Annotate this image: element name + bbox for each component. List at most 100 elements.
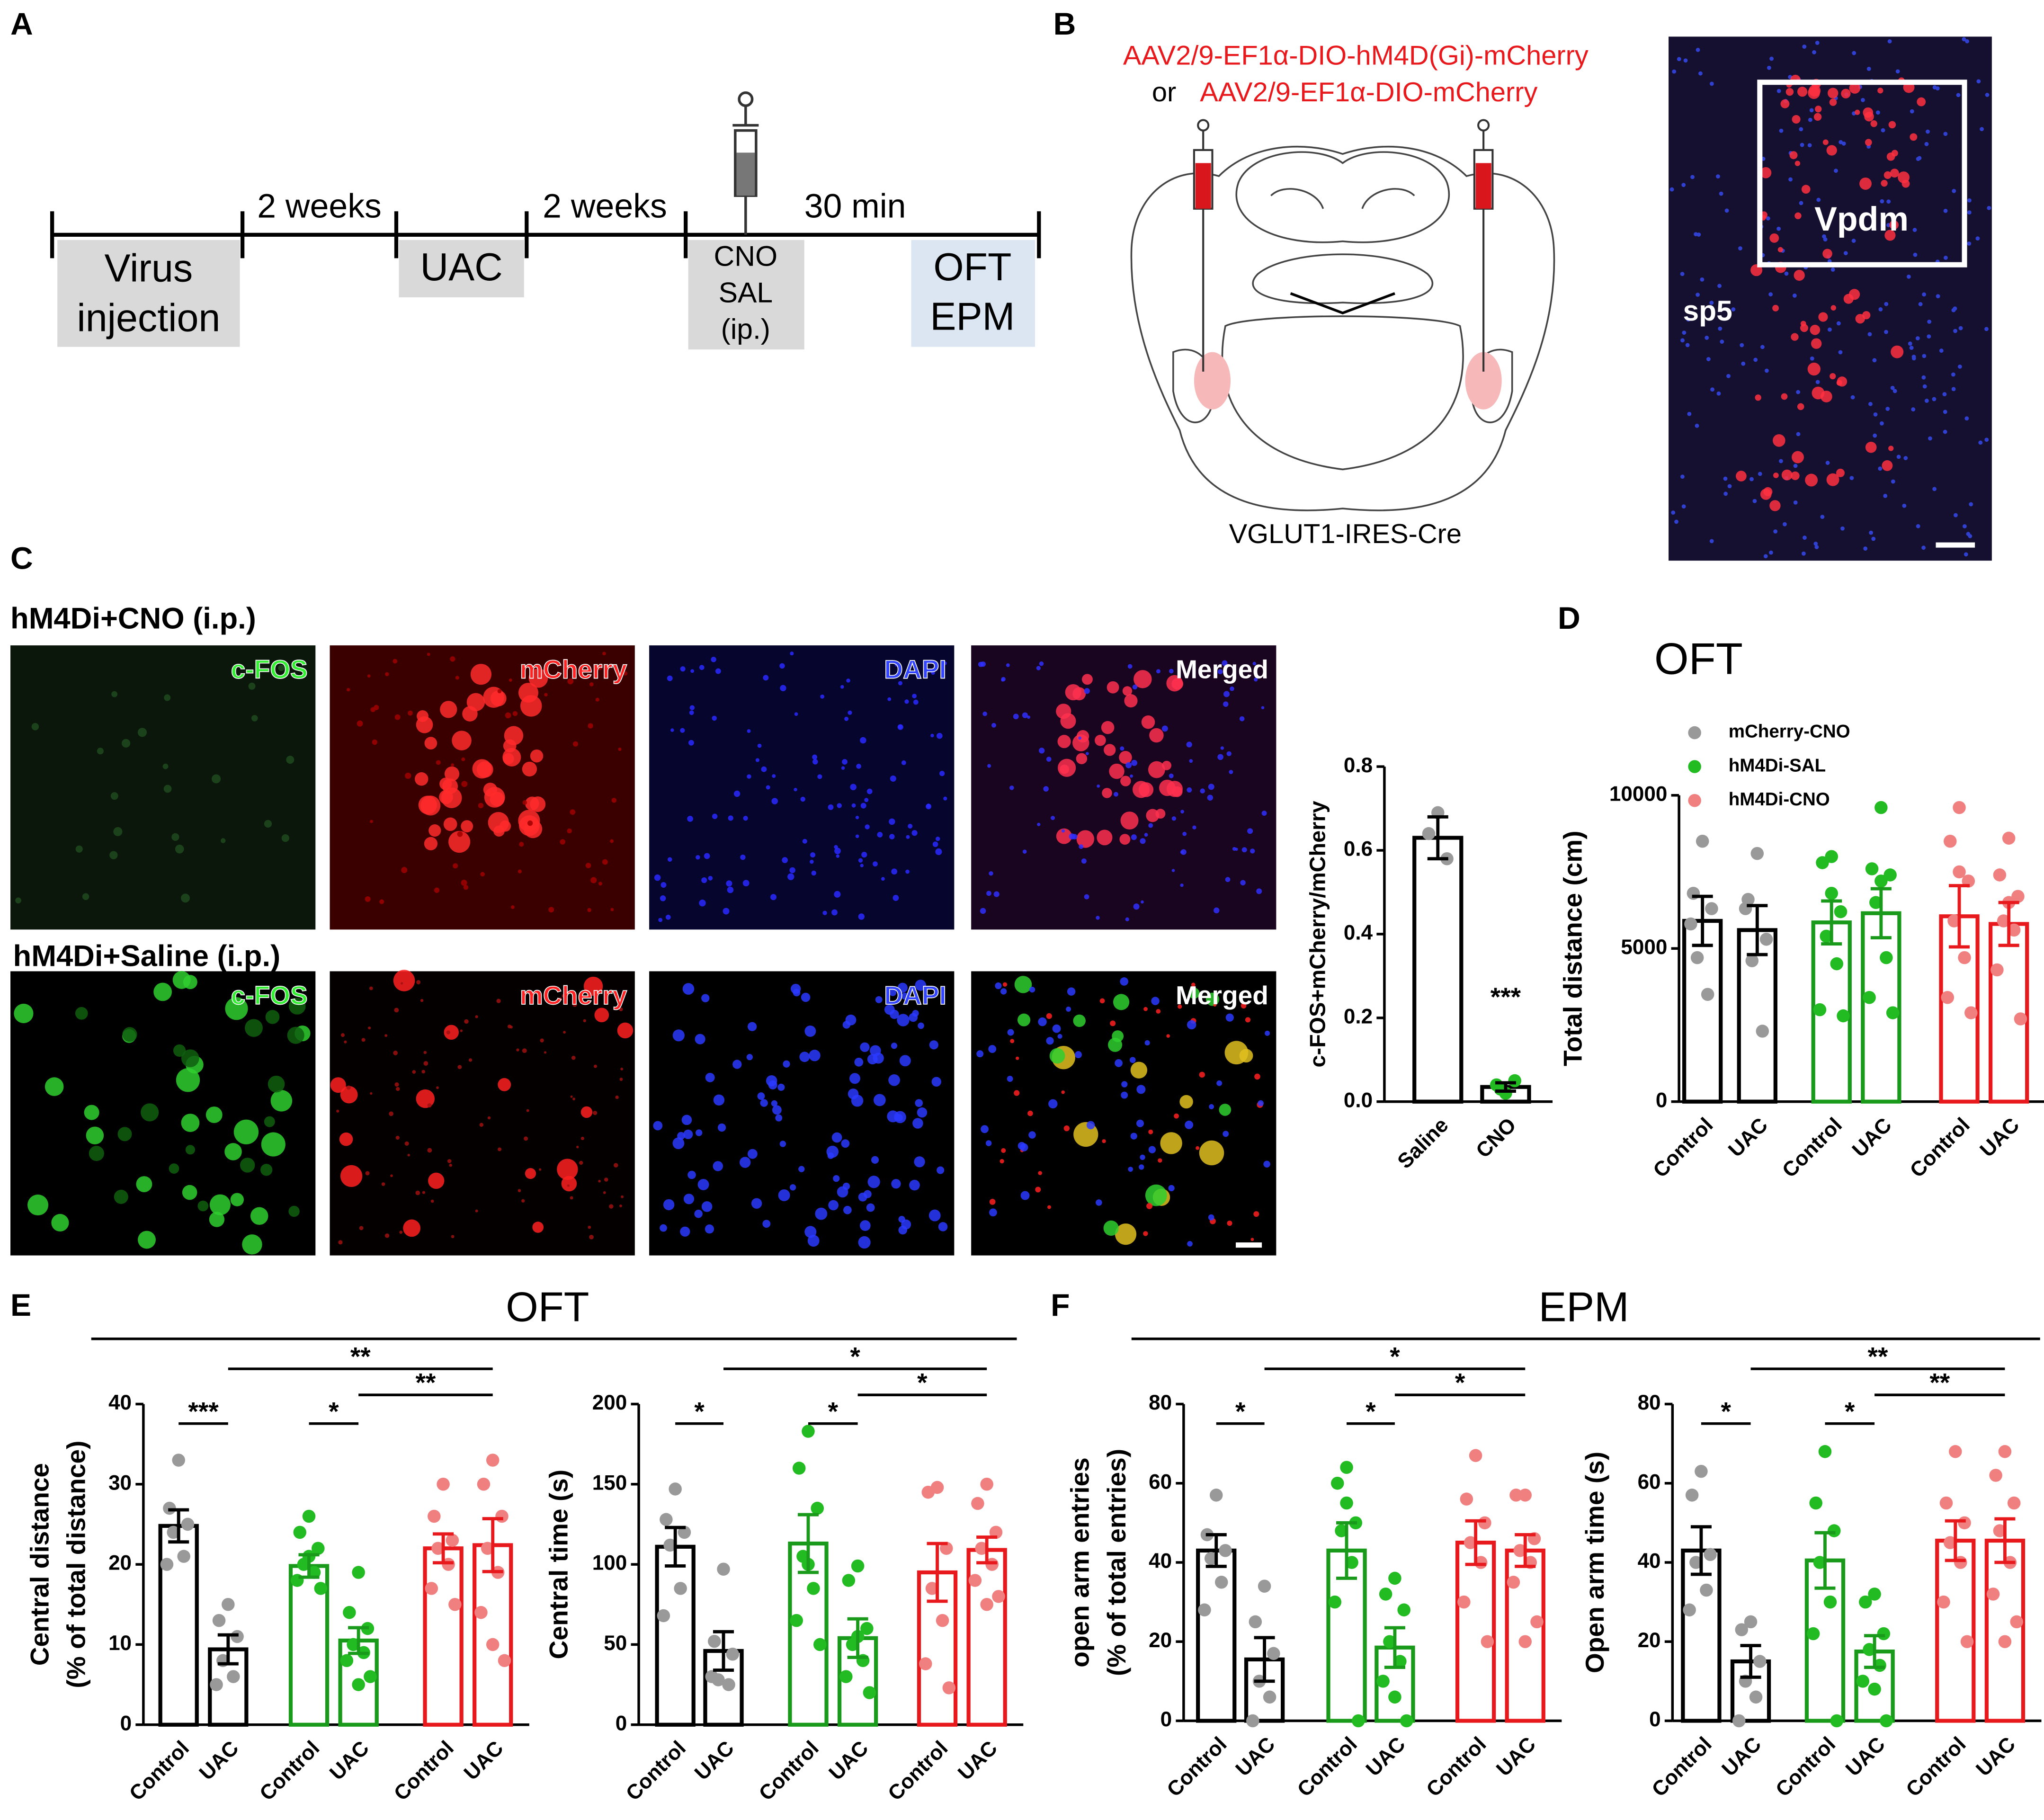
cell xyxy=(1185,1120,1194,1129)
data-point xyxy=(1481,1635,1494,1648)
cell xyxy=(1922,292,1927,297)
cell xyxy=(704,853,710,859)
cell xyxy=(915,1099,923,1107)
data-point xyxy=(1340,1461,1353,1474)
cell xyxy=(1928,436,1932,441)
cell xyxy=(654,874,661,881)
cell xyxy=(365,896,371,902)
y-tick-label: 5000 xyxy=(1621,936,1667,959)
cell xyxy=(1081,858,1087,864)
cell xyxy=(563,1031,566,1034)
cell xyxy=(1103,1220,1119,1236)
cell xyxy=(399,1231,403,1234)
data-point xyxy=(792,1462,806,1475)
cell xyxy=(1921,375,1926,380)
data-point xyxy=(1204,1552,1218,1565)
cell xyxy=(176,1068,200,1092)
cell xyxy=(663,1199,675,1211)
cell xyxy=(836,854,840,858)
cell xyxy=(905,869,910,874)
cell xyxy=(340,1165,363,1187)
mouse-label: VGLUT1-IRES-Cre xyxy=(1229,519,1462,549)
cell xyxy=(428,1172,445,1189)
cell xyxy=(1794,269,1805,281)
cell xyxy=(270,1090,293,1112)
cell xyxy=(1964,416,1969,421)
cell xyxy=(1690,175,1695,179)
cell xyxy=(1085,752,1089,756)
data-point xyxy=(428,1509,441,1523)
cell xyxy=(1792,451,1804,464)
cell xyxy=(1066,1007,1071,1012)
cell xyxy=(593,1064,597,1068)
cell xyxy=(1208,1214,1214,1221)
cell xyxy=(1822,249,1832,259)
y-tick-label: 0 xyxy=(1656,1088,1668,1112)
cell xyxy=(810,859,814,864)
cell xyxy=(122,1027,137,1042)
cell xyxy=(1047,1205,1051,1209)
cell xyxy=(347,688,350,692)
cell xyxy=(1038,748,1045,754)
cell xyxy=(1096,1199,1102,1206)
cell xyxy=(913,699,919,705)
cell xyxy=(448,830,471,853)
data-point xyxy=(352,1678,365,1691)
data-point xyxy=(1960,1635,1974,1648)
cell xyxy=(1792,293,1797,298)
cell xyxy=(991,723,996,728)
step-label: UAC xyxy=(420,245,502,289)
data-point xyxy=(1464,1536,1477,1549)
cell xyxy=(1187,1241,1193,1247)
cell xyxy=(807,1235,820,1247)
cell xyxy=(858,1236,871,1249)
cell xyxy=(1851,219,1856,223)
y-tick-label: 0.4 xyxy=(1344,921,1373,945)
data-point xyxy=(364,1670,377,1683)
data-point xyxy=(1209,1489,1223,1502)
data-point xyxy=(1825,850,1838,863)
cell xyxy=(1180,810,1184,814)
data-point xyxy=(1744,1615,1758,1629)
cell xyxy=(1219,1104,1232,1116)
cell xyxy=(1049,1048,1065,1064)
cell xyxy=(670,728,674,732)
cell xyxy=(980,661,986,667)
cell xyxy=(1097,830,1113,846)
data-point xyxy=(2007,923,2021,937)
cell xyxy=(609,1204,614,1209)
cell xyxy=(1696,47,1700,52)
cell xyxy=(1000,1159,1004,1164)
cell xyxy=(1965,39,1970,44)
cell xyxy=(567,1184,570,1187)
data-point xyxy=(1993,1524,2007,1537)
cell xyxy=(757,1092,765,1100)
cell xyxy=(690,669,695,673)
cell xyxy=(1229,770,1233,774)
cell xyxy=(943,796,947,801)
cell xyxy=(865,824,870,830)
cell xyxy=(866,788,873,794)
cell xyxy=(908,823,913,829)
cell xyxy=(831,1132,842,1143)
cell xyxy=(1783,522,1787,526)
cell xyxy=(1143,1007,1148,1011)
cell xyxy=(463,885,469,890)
data-point xyxy=(813,1638,827,1651)
data-point xyxy=(1388,1571,1401,1585)
micrograph: mCherry xyxy=(330,645,635,930)
cell xyxy=(1863,546,1868,551)
cell xyxy=(742,880,750,887)
cell xyxy=(396,1087,400,1091)
cell xyxy=(935,848,942,856)
significance-label: * xyxy=(1366,1396,1376,1426)
cell xyxy=(136,1176,152,1193)
panel-letter: B xyxy=(1053,7,1076,42)
cell xyxy=(980,908,986,914)
cell xyxy=(1199,1071,1205,1078)
cell xyxy=(434,887,440,893)
cell xyxy=(1868,401,1873,406)
interval-label: 30 min xyxy=(804,187,906,225)
cell xyxy=(1140,838,1146,844)
data-point xyxy=(1335,1524,1348,1537)
